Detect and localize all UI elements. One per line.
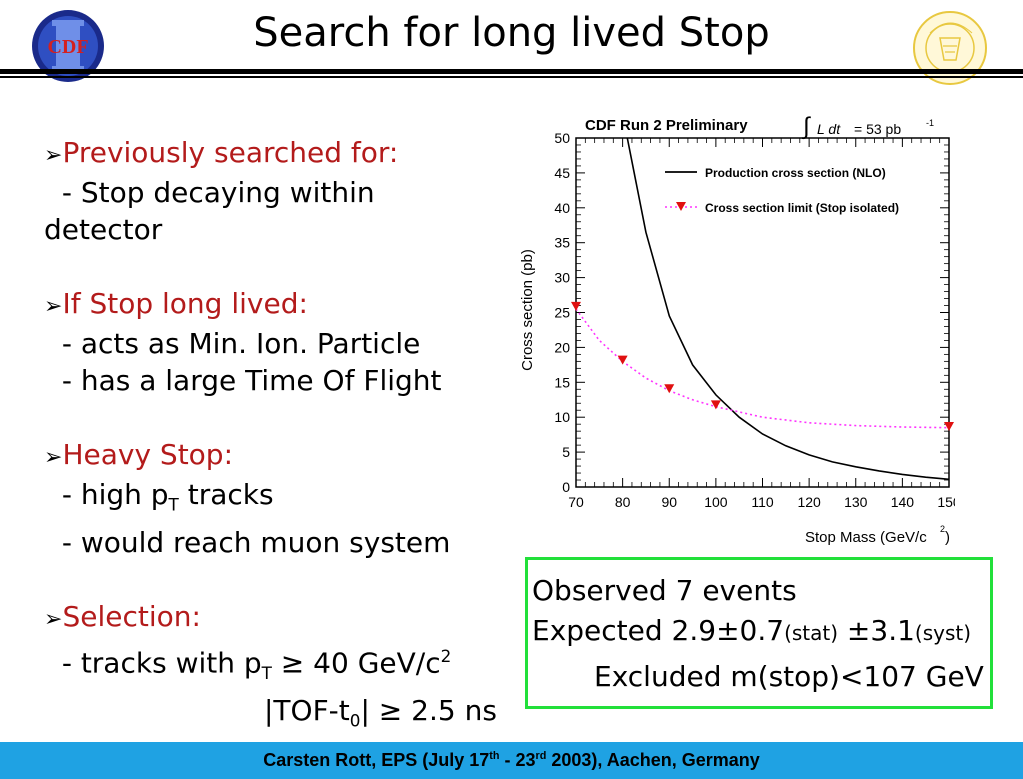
cdf-logo-text: CDF <box>47 36 88 58</box>
x-tick-label: 120 <box>797 494 821 510</box>
bullet-long-lived: ➢If Stop long lived: <box>44 285 524 325</box>
x-axis-label-close: ) <box>945 529 950 546</box>
x-tick-label: 90 <box>661 494 677 510</box>
limit-marker <box>710 400 721 410</box>
footer-post: 2003), Aachen, Germany <box>546 750 760 770</box>
limit-marker <box>617 355 628 365</box>
bullet-heading: Heavy Stop: <box>62 438 234 471</box>
bullet-line: - would reach muon system <box>61 525 451 559</box>
subscript: 0 <box>349 710 361 731</box>
syst-value: ±3.1 <box>838 614 915 647</box>
lumi-post: = 53 pb <box>854 121 901 137</box>
expected-value: Expected 2.9±0.7 <box>532 614 785 647</box>
x-tick-label: 150 <box>937 494 955 510</box>
title-rule-thin <box>0 76 1023 78</box>
footer-bar: Carsten Rott, EPS (July 17th - 23rd 2003… <box>0 742 1023 779</box>
slide-title: Search for long lived Stop <box>253 10 770 56</box>
bullet-previous: ➢Previously searched for: <box>44 134 524 174</box>
bullet-line: - acts as Min. Ion. Particle <box>61 327 421 360</box>
exclusion-limit: Excluded m(stop)<107 GeV <box>594 660 984 693</box>
subscript: T <box>261 662 272 683</box>
bullet-line: |TOF-t <box>264 693 350 727</box>
legend-marker-limit <box>676 202 686 211</box>
y-axis-label: Cross section (pb) <box>519 249 536 371</box>
arrow-bullet-icon: ➢ <box>44 294 63 319</box>
arrow-bullet-icon: ➢ <box>44 143 63 168</box>
bullet-heading: Selection: <box>62 599 201 633</box>
x-tick-label: 110 <box>751 494 774 510</box>
bullet-list: ➢Previously searched for: - Stop decayin… <box>44 134 524 739</box>
lumi-sup: -1 <box>926 118 934 128</box>
bullet-selection: ➢Selection: <box>44 598 524 638</box>
bullet-line: | ≥ 2.5 ns <box>360 693 497 727</box>
bullet-heading: Previously searched for: <box>62 136 399 169</box>
luminosity-label: ∫ L dt = 53 pb -1 <box>801 113 934 140</box>
footer-text: Carsten Rott, EPS (July 17th - 23rd 2003… <box>0 750 1023 771</box>
legend-label-limit: Cross section limit (Stop isolated) <box>705 201 899 215</box>
y-tick-label: 0 <box>562 479 570 495</box>
footer-sup: th <box>489 750 500 762</box>
x-tick-label: 80 <box>615 494 631 510</box>
result-box: Observed 7 events Expected 2.9±0.7(stat)… <box>525 557 993 709</box>
legend-label-nlo: Production cross section (NLO) <box>705 166 886 180</box>
y-tick-label: 30 <box>554 270 570 286</box>
bullet-line: - Stop decaying within <box>61 176 375 209</box>
bullet-line: - has a large Time Of Flight <box>61 364 442 397</box>
y-tick-label: 25 <box>554 305 570 321</box>
y-tick-label: 35 <box>554 235 570 251</box>
lumi-pre: L dt <box>817 121 841 137</box>
bullet-line: detector <box>44 213 163 246</box>
y-tick-label: 40 <box>554 200 570 216</box>
arrow-bullet-icon: ➢ <box>44 606 63 632</box>
title-rule <box>0 69 1023 74</box>
syst-label: (syst) <box>914 621 972 645</box>
limit-marker <box>571 301 581 311</box>
subscript: T <box>168 494 179 515</box>
y-tick-label: 10 <box>554 409 570 425</box>
observed-events: Observed 7 events <box>532 574 797 607</box>
x-tick-label: 140 <box>891 494 915 510</box>
x-axis-label-sup: 2 <box>940 524 945 534</box>
footer-mid: - 23 <box>499 750 536 770</box>
cdf-logo: CDF <box>30 8 106 84</box>
y-tick-label: 15 <box>554 374 570 390</box>
x-tick-label: 100 <box>704 494 728 510</box>
footer-pre: Carsten Rott, EPS (July 17 <box>263 750 490 770</box>
bullet-line: - tracks with p <box>61 645 262 679</box>
bullet-line: tracks <box>178 478 274 511</box>
cross-section-limit-line <box>575 308 950 429</box>
limit-marker <box>944 421 954 431</box>
y-tick-label: 50 <box>554 130 570 146</box>
stat-label: (stat) <box>784 621 839 645</box>
production-cross-section-line <box>626 137 950 481</box>
y-tick-label: 45 <box>554 165 570 181</box>
bullet-line: - high p <box>61 478 169 511</box>
integral-icon: ∫ <box>801 113 811 140</box>
x-axis-label-text: Stop Mass (GeV/c <box>805 529 927 546</box>
footer-sup: rd <box>535 750 547 762</box>
x-tick-label: 70 <box>568 494 584 510</box>
chart-svg: CDF Run 2 Preliminary ∫ L dt = 53 pb -1 … <box>519 113 961 546</box>
cross-section-chart: CDF Run 2 Preliminary ∫ L dt = 53 pb -1 … <box>515 110 961 555</box>
bullet-line: ≥ 40 GeV/c <box>271 645 441 679</box>
chart-title: CDF Run 2 Preliminary <box>585 117 748 134</box>
superscript: 2 <box>440 645 452 666</box>
y-tick-label: 20 <box>554 339 570 355</box>
bullet-heavy-stop: ➢Heavy Stop: <box>44 436 524 476</box>
y-tick-label: 5 <box>562 444 570 460</box>
bullet-heading: If Stop long lived: <box>62 287 308 320</box>
x-axis-label: Stop Mass (GeV/c 2 ) <box>805 524 950 546</box>
purdue-seal <box>910 8 990 88</box>
limit-marker <box>664 384 675 394</box>
arrow-bullet-icon: ➢ <box>44 445 63 470</box>
x-tick-label: 130 <box>844 494 868 510</box>
expected-events: Expected 2.9±0.7(stat) ±3.1(syst) <box>532 614 971 647</box>
